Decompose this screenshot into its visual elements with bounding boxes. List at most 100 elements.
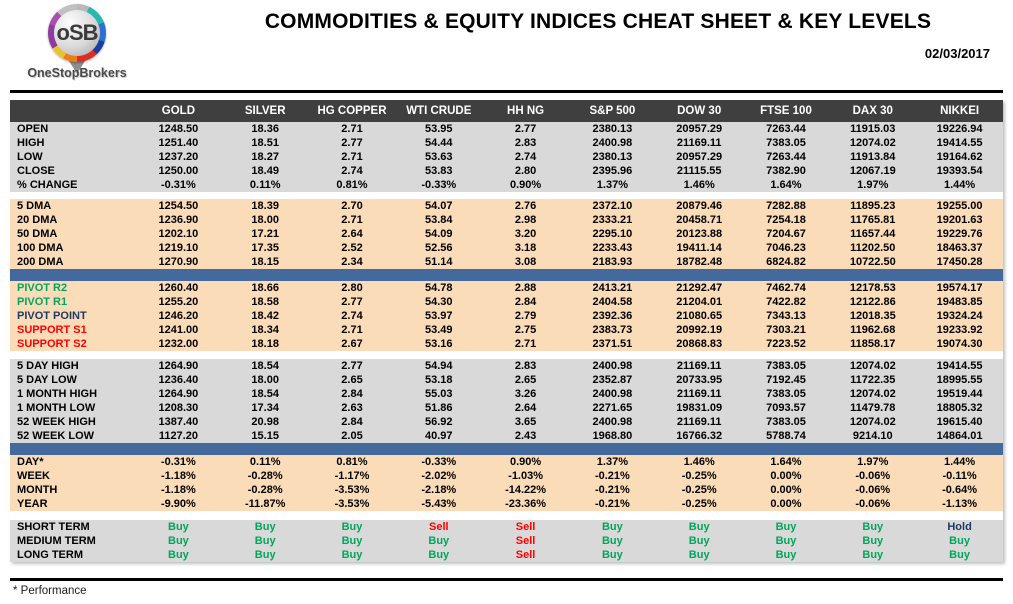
cell: 14864.01	[936, 430, 983, 442]
cell: 2.43	[514, 430, 537, 442]
cell: Buy	[254, 549, 276, 561]
cell: 1127.20	[158, 430, 198, 442]
row-label: 100 DMA	[17, 242, 64, 254]
row-label: MEDIUM TERM	[17, 535, 96, 547]
cell: 19233.92	[936, 324, 983, 336]
cell: 7204.67	[766, 228, 806, 240]
cell: Buy	[775, 521, 797, 533]
cell: Buy	[168, 549, 189, 561]
cell: 11895.23	[850, 200, 896, 212]
cell: 0.00%	[770, 484, 802, 496]
cell: 1251.40	[158, 137, 199, 149]
cell: 2.74	[341, 310, 363, 322]
cell: 11858.17	[850, 338, 896, 350]
cell: 2383.73	[592, 324, 633, 336]
cell: -11.87%	[245, 498, 286, 510]
cell: 7462.74	[766, 282, 806, 294]
cell: 11913.84	[850, 151, 896, 163]
table-row: 200 DMA 1270.90 18.15 2.34 51.14 3.08 2183.93 1…	[10, 255, 1003, 269]
cell: 0.81%	[336, 456, 368, 468]
cell: 1248.50	[158, 123, 199, 135]
performance-footnote: * Performance	[13, 585, 87, 597]
column-header: WTI CRUDE	[406, 105, 472, 117]
cell: 2.83	[514, 137, 537, 149]
cell: 1.44%	[943, 456, 976, 468]
logo-pin-icon: oSB	[48, 4, 106, 74]
cell: 2.64	[341, 228, 363, 240]
cell: 2.84	[341, 416, 363, 428]
cell: -0.33%	[421, 179, 457, 191]
cell: -1.03%	[508, 470, 544, 482]
cell: Buy	[949, 549, 970, 561]
cell: 18.34	[251, 324, 279, 336]
cell: 1208.30	[158, 402, 199, 414]
cell: -1.17%	[334, 470, 370, 482]
cell: 20868.83	[676, 338, 723, 350]
cell: Buy	[601, 521, 623, 533]
table-row: LOW 1237.20 18.27 2.71 53.63 2.74 2380.13 20957…	[10, 150, 1003, 164]
row-label: SHORT TERM	[17, 521, 90, 533]
cell: 1250.00	[158, 165, 199, 177]
header-divider-line	[10, 90, 1003, 93]
cell: Sell	[429, 521, 449, 533]
cell: 18782.48	[676, 256, 723, 268]
row-label: MONTH	[17, 484, 58, 496]
cell: 2.64	[514, 402, 537, 414]
cell: 20957.29	[676, 151, 723, 163]
cell: 53.63	[425, 151, 453, 163]
cell: 18.51	[251, 137, 279, 149]
cell: 2295.10	[592, 228, 633, 240]
cell: 2.65	[341, 374, 363, 386]
row-label: 1 MONTH HIGH	[17, 388, 98, 400]
cell: 0.90%	[509, 179, 542, 191]
cell: 1.37%	[596, 456, 628, 468]
row-label: YEAR	[17, 498, 48, 510]
table-section-ohlc: OPEN 1248.50 18.36 2.71 53.95 2.77 2380.13 2095…	[10, 122, 1003, 192]
cell: 12074.02	[849, 416, 896, 428]
cell: 1241.00	[158, 324, 199, 336]
cell: 54.30	[425, 296, 453, 308]
cell: Buy	[862, 549, 884, 561]
row-label: 200 DMA	[17, 256, 64, 268]
cell: Buy	[688, 521, 710, 533]
cell: 1.46%	[683, 456, 715, 468]
cell: 1.46%	[683, 179, 715, 191]
cell: 20992.19	[676, 324, 723, 336]
cell: 2392.36	[592, 310, 633, 322]
cell: -0.28%	[247, 484, 283, 496]
cell: Sell	[515, 535, 536, 547]
cell: Buy	[341, 535, 363, 547]
cell: 2271.65	[592, 402, 633, 414]
cell: -0.25%	[681, 484, 717, 496]
cell: 1387.40	[158, 416, 199, 428]
column-header: GOLD	[161, 105, 196, 117]
cell: 18995.55	[936, 374, 983, 386]
cell: 2.77	[341, 360, 363, 372]
cell: 2.74	[514, 151, 537, 163]
cell: 19393.54	[936, 165, 983, 177]
cell: 53.16	[425, 338, 453, 350]
cell: 12074.02	[849, 388, 896, 400]
cell: 19201.63	[936, 214, 983, 226]
row-label: PIVOT R2	[17, 282, 68, 294]
cell: 20879.46	[676, 200, 723, 212]
cell: 21080.65	[676, 310, 723, 322]
cell: 2371.51	[592, 338, 633, 350]
cell: 19164.62	[936, 151, 983, 163]
table-row: 5 DAY LOW 1236.40 18.00 2.65 53.18 2.65 2352.8…	[10, 373, 1003, 387]
cell: 2.67	[341, 338, 363, 350]
cell: Buy	[254, 521, 276, 533]
cell: 7282.88	[766, 200, 806, 212]
row-label: 52 WEEK HIGH	[17, 416, 96, 428]
logo-inner-circle: oSB	[54, 10, 100, 56]
cell: 18463.37	[936, 242, 983, 254]
cell: 2.76	[514, 200, 537, 212]
cell: 11479.78	[850, 402, 896, 414]
cell: -0.31%	[160, 179, 196, 191]
cell: 1255.20	[158, 296, 199, 308]
cell: Buy	[428, 535, 450, 547]
cell: -0.21%	[594, 484, 630, 496]
cell: 18.66	[251, 282, 279, 294]
row-label: LONG TERM	[17, 549, 83, 561]
cell: 20.98	[251, 416, 279, 428]
